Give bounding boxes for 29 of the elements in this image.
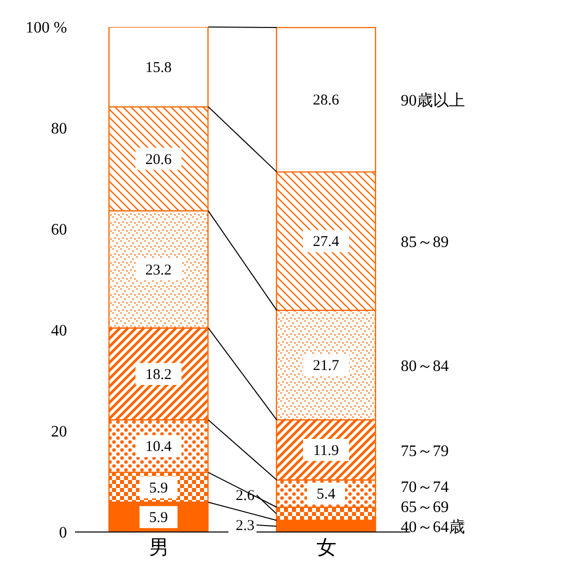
y-tick-label: 80 [51,120,67,138]
data-label: 2.6 [236,488,255,504]
y-tick-label: 100 % [26,20,67,37]
y-tick-label: 20 [51,424,67,441]
data-label: 20.6 [145,152,172,168]
y-tick-label: 40 [51,322,67,340]
y-tick-label: 60 [51,222,67,239]
data-label: 21.7 [312,358,340,374]
data-label: 5.9 [149,510,168,526]
data-label: 5.4 [316,486,336,503]
data-label: 15.8 [145,60,172,76]
data-label: 23.2 [145,262,172,278]
data-label: 11.9 [313,442,339,459]
data-label: 28.6 [312,92,340,109]
x-tick-label: 女 [316,537,336,560]
series-label: 65～69 [400,499,449,516]
x-tick-label: 男 [148,537,169,560]
data-label: 18.2 [145,366,172,383]
series-label: 85～89 [400,234,449,252]
series-label: 40～64歳 [400,518,465,536]
series-label: 75～79 [400,442,449,460]
series-label: 70～74 [400,479,449,496]
series-label: 80～84 [400,358,449,376]
series-label: 90歳以上 [400,92,465,110]
data-label: 5.9 [149,480,168,496]
data-label: 10.4 [145,439,172,456]
data-label: 27.4 [312,234,340,250]
data-label: 2.3 [236,518,254,534]
y-tick-label: 0 [59,524,67,542]
